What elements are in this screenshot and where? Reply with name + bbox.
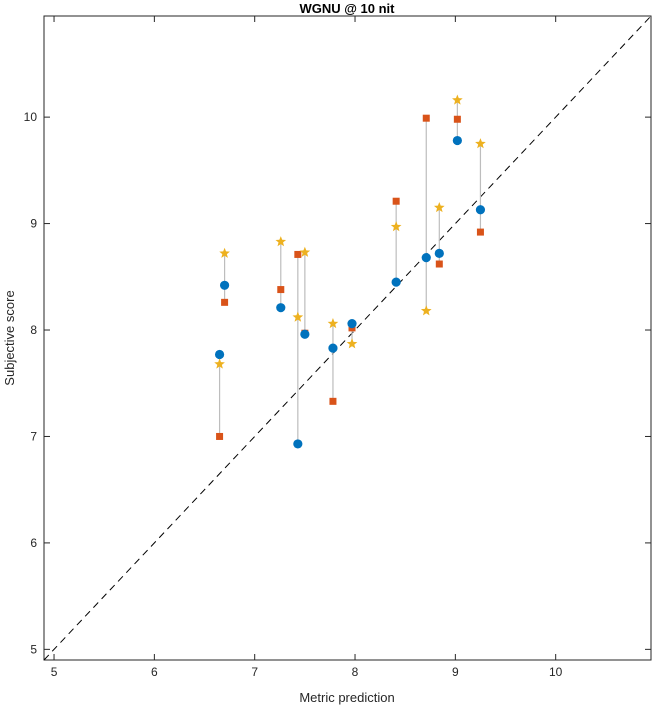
circle-point-9 — [421, 253, 431, 263]
star-point-4 — [292, 311, 304, 322]
star-point-8 — [390, 221, 402, 232]
reference-diagonal-line — [43, 15, 652, 661]
square-point-9 — [422, 114, 430, 122]
y-axis-label: Subjective score — [2, 290, 17, 385]
star-point-1 — [214, 358, 225, 369]
square-point-2 — [221, 298, 229, 306]
x-tick-label: 6 — [151, 665, 158, 679]
square-point-10 — [435, 260, 443, 268]
square-point-1 — [216, 432, 224, 440]
star-point-9 — [420, 305, 432, 316]
circle-point-2 — [219, 280, 230, 290]
circle-point-5 — [300, 329, 310, 339]
circle-point-12 — [475, 205, 486, 215]
star-point-3 — [275, 236, 287, 247]
star-point-11 — [452, 94, 463, 105]
star-point-2 — [219, 247, 230, 258]
circle-point-10 — [434, 248, 444, 258]
circle-point-6 — [328, 343, 338, 353]
y-tick-label: 6 — [30, 536, 37, 550]
y-tick-label: 7 — [30, 429, 37, 443]
chart-title: WGNU @ 10 nit — [299, 1, 395, 16]
star-point-10 — [433, 202, 445, 213]
star-point-12 — [475, 138, 486, 149]
data-markers — [214, 94, 486, 449]
x-tick-label: 7 — [251, 665, 258, 679]
y-tick-label: 10 — [24, 110, 38, 124]
circle-point-7 — [347, 319, 357, 329]
y-tick-label: 8 — [30, 323, 37, 337]
star-point-5 — [299, 246, 311, 257]
square-point-3 — [277, 286, 285, 294]
square-point-4 — [294, 250, 302, 258]
y-tick-label: 9 — [30, 217, 37, 231]
x-tick-label: 10 — [549, 665, 563, 679]
x-tick-label: 8 — [352, 665, 359, 679]
y-tick-label: 5 — [30, 642, 37, 656]
reference-line-layer — [43, 15, 652, 661]
square-point-6 — [329, 397, 337, 405]
circle-point-8 — [391, 277, 401, 287]
x-tick-label: 9 — [452, 665, 459, 679]
star-point-6 — [327, 318, 339, 329]
star-point-7 — [346, 338, 358, 349]
circle-point-4 — [293, 439, 303, 449]
circle-point-3 — [276, 303, 286, 313]
circle-point-11 — [452, 135, 462, 146]
square-point-8 — [392, 197, 400, 205]
x-axis-label: Metric prediction — [299, 690, 394, 705]
square-point-11 — [453, 115, 461, 123]
square-point-12 — [476, 228, 484, 236]
x-tick-label: 5 — [51, 665, 58, 679]
axis-ticks: 5 6 7 8 9 10 5 6 7 8 9 10 — [24, 16, 651, 679]
circle-point-1 — [214, 349, 225, 360]
